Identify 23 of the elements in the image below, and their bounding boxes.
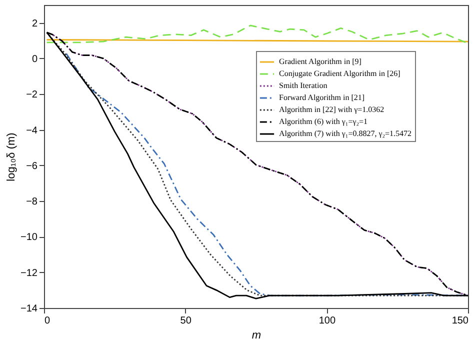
x-tick-label: 50 (180, 316, 192, 326)
legend-label: Algorithm in [22] with γ=1.0362 (279, 105, 384, 114)
x-tick-label: 0 (44, 316, 50, 326)
line-series (46, 24, 469, 44)
legend-label: Smith Iteration (279, 81, 328, 90)
legend-label: Gradient Algorithm in [9] (279, 57, 362, 66)
y-tick-label: −4 (26, 125, 38, 136)
y-tick-label: −8 (26, 196, 38, 208)
x-axis-title: m (252, 330, 262, 342)
y-tick-label: −10 (20, 232, 38, 244)
y-tick-label: −6 (26, 160, 38, 172)
y-tick-label: 2 (32, 18, 38, 30)
y-tick-label: −14 (20, 304, 38, 314)
x-tick-label: 100 (318, 316, 336, 326)
legend-label: Algorithm (7) with γ₁=0.8827, γ₂=1.5472 (279, 129, 412, 138)
y-axis-title: log₁₀δ (m) (6, 132, 18, 182)
legend-label: Conjugate Gradient Algorithm in [26] (279, 69, 401, 78)
y-tick-label: −2 (26, 90, 38, 101)
legend-label: Algorithm (6) with γ₁=γ₂=1 (279, 117, 368, 126)
y-tick-label: 0 (32, 54, 38, 65)
legend-label: Forward Algorithm in [21] (279, 93, 365, 102)
x-tick-label: 150 (452, 316, 469, 326)
y-tick-label: −12 (20, 268, 38, 279)
